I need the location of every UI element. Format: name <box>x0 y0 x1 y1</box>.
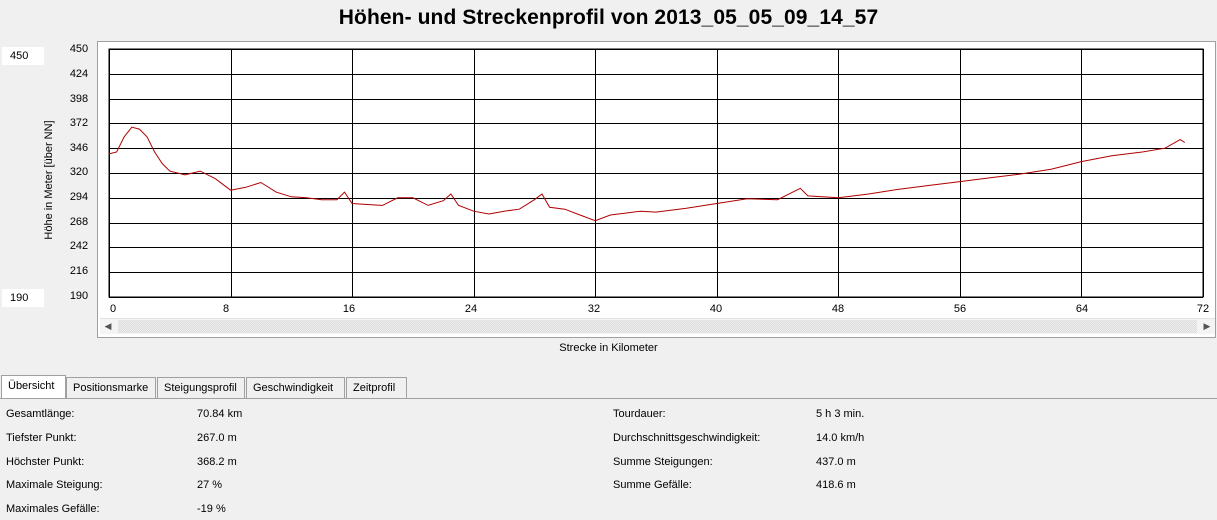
tab-steigungsprofil[interactable]: Steigungsprofil <box>157 377 245 398</box>
y-tick-label: 268 <box>69 216 89 228</box>
horizontal-scrollbar[interactable]: ◀ ▶ <box>100 318 1215 334</box>
grid-lines-horizontal <box>109 49 1203 298</box>
stat-value-total-ascent: 437.0 m <box>816 456 856 468</box>
elevation-profile-line <box>108 126 1186 222</box>
tab-geschwindigkeit[interactable]: Geschwindigkeit <box>246 377 345 398</box>
chart-title: Höhen- und Streckenprofil von 2013_05_05… <box>338 6 879 29</box>
x-tick-label: 0 <box>109 303 117 315</box>
scroll-right-arrow-icon[interactable]: ▶ <box>1203 321 1211 331</box>
x-tick-label: 72 <box>1196 303 1210 315</box>
tab-uebersicht[interactable]: Übersicht <box>1 375 66 399</box>
scroll-left-arrow-icon[interactable]: ◀ <box>104 321 112 331</box>
stat-label-max-decline: Maximales Gefälle: <box>6 503 100 515</box>
tab-divider <box>0 398 1217 399</box>
x-tick-label: 48 <box>831 303 845 315</box>
y-tick-label: 346 <box>69 142 89 154</box>
stat-label-total-descent: Summe Gefälle: <box>613 479 692 491</box>
x-tick-label: 40 <box>709 303 723 315</box>
stat-label-avg-speed: Durchschnittsgeschwindigkeit: <box>613 432 761 444</box>
x-axis-label: Strecke in Kilometer <box>559 342 658 354</box>
y-min-box[interactable]: 190 <box>2 289 44 307</box>
elevation-chart <box>108 48 1204 298</box>
scroll-track[interactable] <box>118 320 1197 333</box>
y-tick-label: 372 <box>69 117 89 129</box>
y-tick-label: 242 <box>69 240 89 252</box>
x-tick-label: 24 <box>464 303 478 315</box>
stat-label-lowest-point: Tiefster Punkt: <box>6 432 77 444</box>
x-tick-label: 32 <box>587 303 601 315</box>
y-tick-label: 190 <box>69 290 89 302</box>
x-tick-label: 16 <box>342 303 356 315</box>
tab-bar: Übersicht Positionsmarke Steigungsprofil… <box>0 375 1217 399</box>
stat-label-total-length: Gesamtlänge: <box>6 408 75 420</box>
stat-label-total-ascent: Summe Steigungen: <box>613 456 713 468</box>
summary-panel: Gesamtlänge: 70.84 km Tiefster Punkt: 26… <box>0 399 1217 520</box>
stat-label-duration: Tourdauer: <box>613 408 666 420</box>
tab-zeitprofil[interactable]: Zeitprofil <box>346 377 407 398</box>
y-max-box[interactable]: 450 <box>2 47 44 65</box>
x-tick-label: 64 <box>1075 303 1089 315</box>
stat-label-highest-point: Höchster Punkt: <box>6 456 85 468</box>
stat-value-duration: 5 h 3 min. <box>816 408 865 420</box>
stat-value-total-descent: 418.6 m <box>816 479 856 491</box>
stat-value-total-length: 70.84 km <box>197 408 243 420</box>
y-tick-label: 216 <box>69 265 89 277</box>
stat-value-max-decline: -19 % <box>197 503 226 515</box>
y-tick-label: 424 <box>69 68 89 80</box>
x-tick-label: 56 <box>953 303 967 315</box>
tab-positionsmarke[interactable]: Positionsmarke <box>66 377 156 398</box>
stat-value-lowest-point: 267.0 m <box>197 432 237 444</box>
x-tick-label: 8 <box>222 303 230 315</box>
stat-value-max-incline: 27 % <box>197 479 223 491</box>
y-tick-label: 450 <box>69 43 89 55</box>
y-tick-label: 320 <box>69 166 89 178</box>
y-tick-label: 294 <box>69 191 89 203</box>
stat-value-highest-point: 368.2 m <box>197 456 237 468</box>
y-tick-label: 398 <box>69 93 89 105</box>
stat-label-max-incline: Maximale Steigung: <box>6 479 103 491</box>
stat-value-avg-speed: 14.0 km/h <box>816 432 865 444</box>
